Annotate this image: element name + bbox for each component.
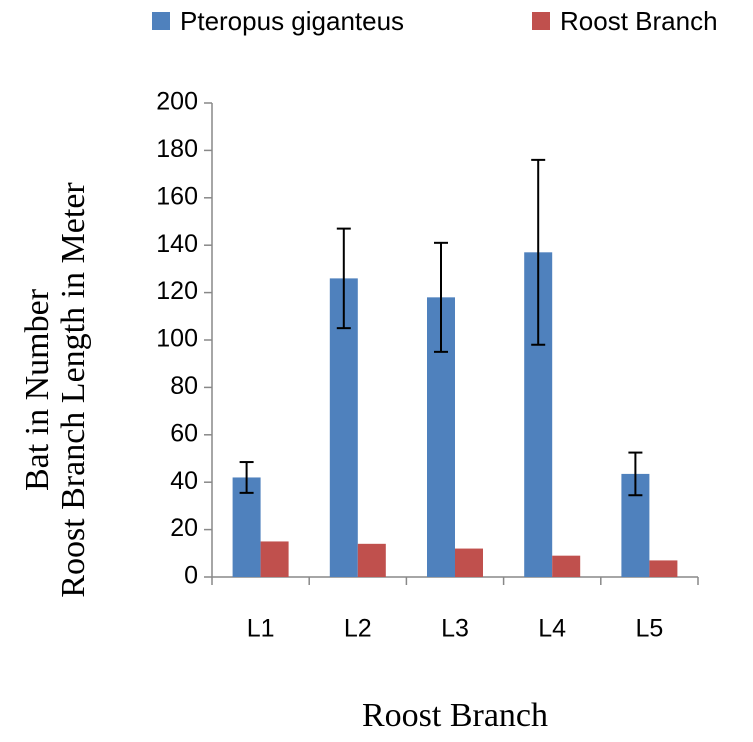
- bar: [357, 543, 386, 577]
- bar: [649, 560, 678, 577]
- y-tick-label: 120: [156, 277, 198, 305]
- error-bar: [531, 158, 546, 346]
- legend-swatch: [532, 12, 550, 30]
- y-tick-label: 80: [170, 372, 198, 400]
- error-bar: [336, 227, 351, 330]
- error-bar: [628, 451, 643, 497]
- x-tick-label: L1: [247, 615, 275, 643]
- error-bar: [434, 241, 448, 353]
- y-tick-label: 180: [156, 135, 198, 163]
- legend-swatch: [152, 12, 170, 30]
- legend-label: Roost Branch: [560, 6, 718, 36]
- y-tick-label: 160: [156, 182, 198, 210]
- y-axis-title: Roost Branch Length in Meter: [55, 182, 92, 598]
- y-tick-label: 200: [156, 88, 198, 116]
- bar: [260, 541, 289, 577]
- y-tick-label: 60: [170, 419, 198, 447]
- y-tick-label: 20: [170, 514, 198, 542]
- bar: [552, 555, 581, 577]
- y-tick-label: 40: [170, 467, 198, 495]
- x-tick-label: L3: [441, 615, 469, 643]
- y-tick-label: 140: [156, 230, 198, 258]
- bar: [232, 477, 261, 577]
- y-axis-title: Bat in Number: [19, 288, 56, 491]
- x-tick-label: L4: [538, 615, 566, 643]
- x-tick-label: L5: [635, 615, 663, 643]
- y-tick-label: 100: [156, 325, 198, 353]
- bar: [455, 548, 483, 577]
- error-bar: [239, 461, 254, 494]
- y-tick-label: 0: [184, 562, 198, 590]
- x-axis-title: Roost Branch: [362, 697, 548, 734]
- legend-label: Pteropus giganteus: [180, 6, 404, 36]
- x-tick-label: L2: [344, 615, 372, 643]
